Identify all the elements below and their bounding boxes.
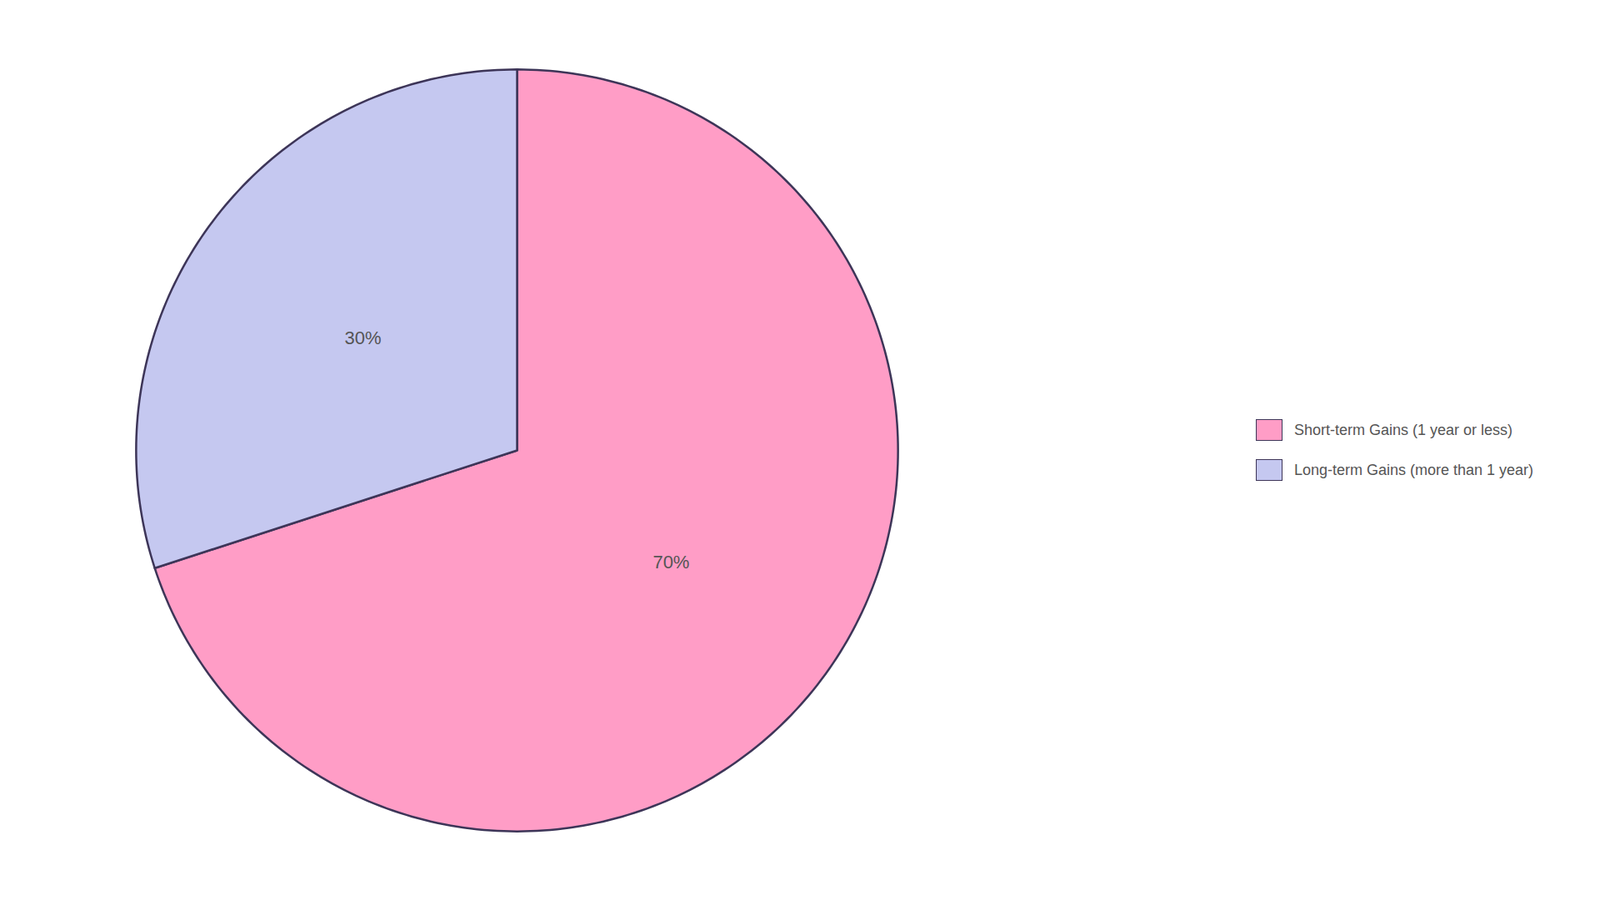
html-text:Long-term Gains (more than 1 y: Long-term Gains (more than 1 year) <box>1294 461 1534 478</box>
svg-text:30%: 30% <box>345 327 382 349</box>
html-text:Short-term Gains (1 year or le: Short-term Gains (1 year or less) <box>1294 421 1513 438</box>
svg-text:70%: 70% <box>652 551 690 573</box>
